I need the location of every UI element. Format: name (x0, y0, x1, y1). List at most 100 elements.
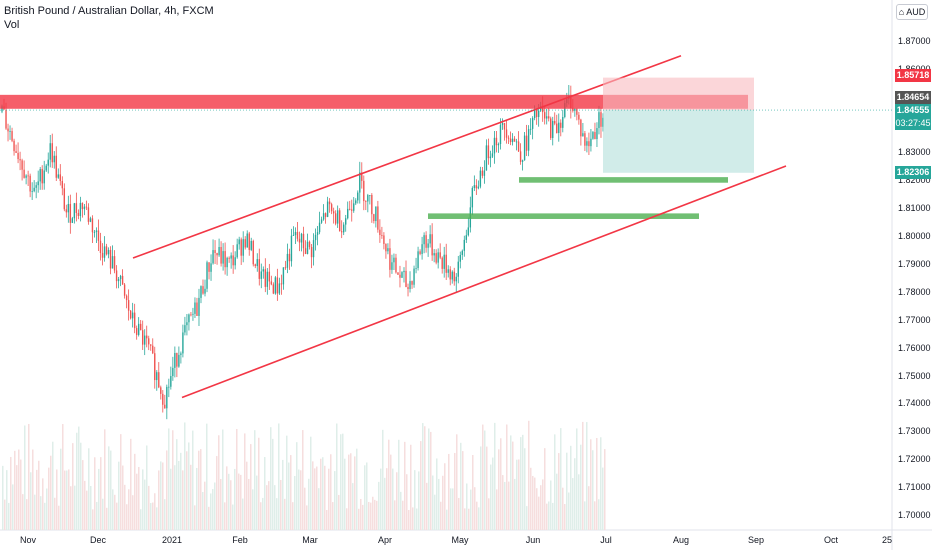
volume-bar (12, 484, 14, 530)
volume-bar (92, 509, 94, 530)
volume-bar (472, 455, 474, 530)
candle-body (284, 267, 287, 269)
candle-body (280, 283, 283, 285)
symbol-title[interactable]: British Pound / Australian Dollar, 4h, F… (4, 5, 214, 17)
volume-bar (52, 441, 54, 530)
volume-bar (350, 453, 352, 530)
candle-body (598, 112, 600, 129)
candle-body (226, 257, 228, 268)
volume-bar (508, 481, 510, 530)
volume-label[interactable]: Vol (4, 19, 20, 31)
volume-bar (372, 496, 374, 530)
volume-bar (66, 470, 68, 530)
volume-bar (486, 446, 488, 530)
candle-body (190, 314, 192, 316)
candle-body (188, 314, 190, 323)
candle-body (357, 192, 359, 201)
time-tick-label: 2021 (161, 535, 183, 545)
candle-body (572, 107, 574, 111)
volume-bar (126, 504, 128, 530)
candle-body (290, 235, 293, 262)
volume-bar (604, 449, 606, 530)
volume-bar (94, 457, 96, 530)
candle-body (166, 386, 168, 409)
volume-bar (106, 507, 108, 530)
candle-body (310, 247, 313, 258)
volume-bar (64, 470, 66, 530)
candle-body (491, 153, 494, 157)
time-tick-label: Sep (747, 535, 765, 545)
volume-bar (214, 482, 216, 530)
volume-bar (160, 461, 162, 530)
volume-bar (304, 487, 306, 530)
candle-body (381, 235, 383, 236)
candle-body (206, 262, 208, 289)
candle-body (302, 233, 305, 249)
volume-bar (108, 446, 110, 530)
volume-bar (120, 434, 122, 530)
candle-body (9, 131, 11, 132)
candle-body (65, 209, 68, 213)
candle-body (172, 367, 174, 377)
candle-body (154, 353, 156, 381)
candle-body (371, 195, 373, 215)
volume-bar (548, 501, 550, 530)
candle-body (75, 203, 78, 213)
candle-body (274, 277, 277, 294)
volume-bar (378, 481, 380, 530)
candle-body (272, 284, 275, 294)
candle-body (527, 129, 530, 151)
candle-body (343, 224, 345, 233)
candle-body (493, 137, 496, 154)
volume-bar (192, 430, 194, 530)
volume-bar (556, 473, 558, 530)
volume-bar (534, 477, 536, 530)
volume-bar (298, 469, 300, 530)
candle-body (455, 276, 457, 282)
volume-bar (454, 452, 456, 530)
candle-body (541, 106, 544, 113)
volume-bar (112, 489, 114, 530)
candle-body (387, 248, 389, 252)
volume-bar (238, 473, 240, 530)
volume-bar (328, 468, 330, 530)
candle-body (61, 181, 63, 189)
candle-body (47, 159, 49, 166)
support-zone-upper (519, 177, 728, 183)
volume-bar (36, 469, 38, 530)
candle-body (150, 344, 152, 346)
candle-body (186, 322, 188, 326)
candle-body (204, 288, 206, 294)
currency-badge[interactable]: ⌂ AUD (896, 4, 928, 20)
candle-body (43, 170, 45, 184)
volume-bar (246, 461, 248, 530)
volume-bar (168, 428, 170, 530)
candle-body (322, 213, 325, 220)
volume-bar (468, 508, 470, 530)
volume-bar (394, 500, 396, 530)
volume-bar (188, 442, 190, 530)
candle-body (182, 332, 184, 354)
volume-bar (122, 465, 124, 530)
candle-body (349, 208, 351, 210)
candle-body (338, 210, 341, 232)
candle-body (449, 269, 451, 280)
volume-bar (602, 467, 604, 530)
volume-bar (582, 421, 584, 530)
volume-bar (50, 455, 52, 530)
candle-body (435, 253, 437, 263)
volume-bar (158, 470, 160, 530)
candle-body (11, 131, 13, 141)
volume-bar (78, 426, 80, 530)
candle-body (25, 175, 27, 178)
candle-body (51, 143, 53, 163)
candle-body (13, 140, 15, 152)
candle-body (316, 232, 319, 235)
volume-bar (564, 504, 566, 530)
volume-bar (512, 441, 514, 530)
candle-body (359, 172, 361, 193)
candle-body (238, 239, 240, 245)
candle-body (117, 279, 120, 282)
